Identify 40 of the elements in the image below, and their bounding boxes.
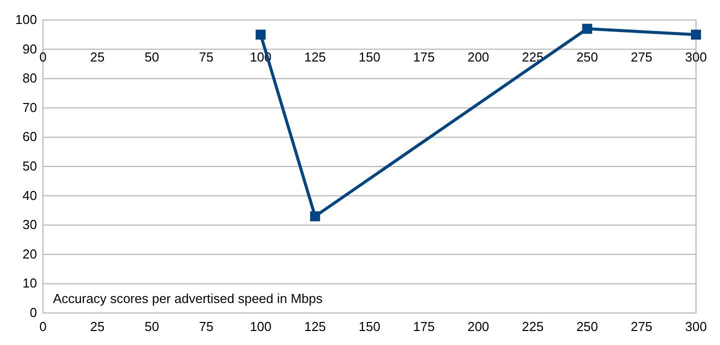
x2-tick-label: 75 [199, 319, 214, 334]
x-tick-label: 25 [90, 49, 105, 64]
y-tick-label: 20 [22, 246, 37, 262]
point [582, 24, 592, 34]
x-tick-label: 175 [413, 49, 435, 64]
x-tick-label: 125 [304, 49, 326, 64]
y-tick-label: 60 [22, 129, 37, 144]
x2-tick-label: 150 [358, 319, 380, 334]
x2-tick-label: 100 [250, 319, 272, 334]
x-tick-label: 200 [467, 49, 490, 64]
x2-tick-label: 250 [576, 319, 598, 334]
annotation: Accuracy scores per advertised speed in Mbps [53, 291, 324, 306]
x-tick-label: 0 [39, 49, 47, 64]
x2-tick-label: 200 [467, 319, 490, 334]
y-tick-label: 90 [22, 41, 37, 56]
y-tick-label: 0 [30, 305, 37, 320]
y-tick-label: 30 [22, 217, 37, 232]
x2-tick-label: 25 [90, 319, 105, 334]
x-tick-label: 50 [144, 49, 160, 64]
y-tick-label: 70 [22, 100, 37, 115]
x2-tick-label: 300 [685, 319, 707, 334]
x2-tick-label: 225 [522, 319, 544, 334]
x-tick-label: 275 [630, 49, 652, 64]
y-tick-label: 40 [22, 188, 37, 203]
y-tick-label: 50 [22, 158, 37, 174]
point [691, 30, 701, 40]
x2-tick-label: 175 [413, 319, 435, 334]
y-tick-label: 100 [15, 12, 37, 27]
x-tick-label: 250 [576, 49, 598, 64]
y-tick-label: 80 [22, 70, 37, 86]
x-tick-label: 300 [685, 49, 707, 64]
y-tick-label: 10 [22, 276, 37, 291]
x-tick-label: 150 [358, 49, 380, 64]
point [256, 30, 266, 40]
x2-tick-label: 125 [304, 319, 326, 334]
x2-tick-label: 0 [39, 319, 47, 334]
point [310, 211, 320, 222]
x-tick-label: 75 [199, 49, 214, 64]
x2-tick-label: 50 [144, 319, 160, 334]
x2-tick-label: 275 [630, 319, 652, 334]
